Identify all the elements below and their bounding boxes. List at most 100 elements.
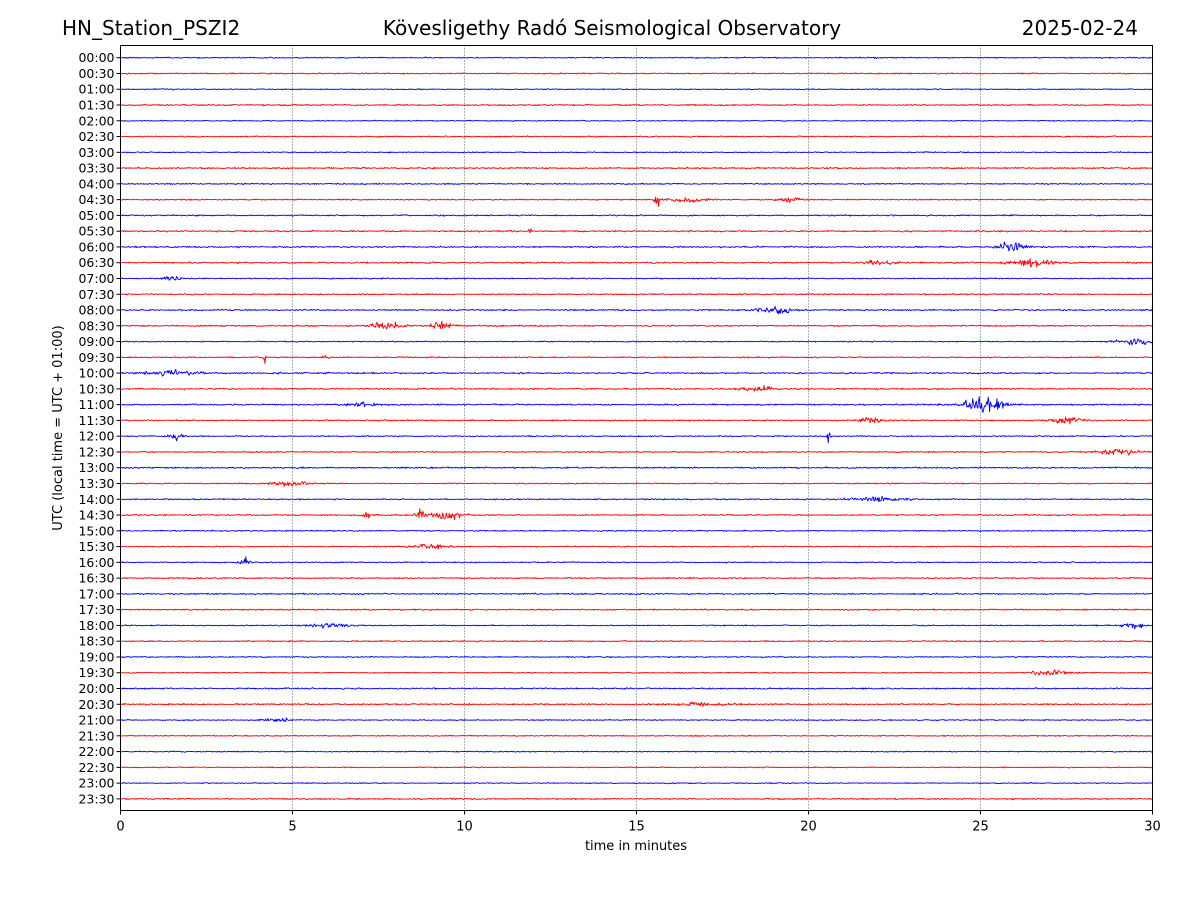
trace-2130 (120, 734, 1153, 738)
y-tick-label: 15:30 (78, 539, 114, 554)
trace-1430 (120, 508, 1153, 521)
x-tick-label: 0 (116, 820, 124, 835)
y-tick-label: 13:00 (78, 460, 114, 475)
y-tick-label: 19:30 (78, 665, 114, 680)
y-tick-label: 15:00 (78, 523, 114, 538)
trace-0530 (120, 228, 1153, 233)
y-tick-label: 13:30 (78, 476, 114, 491)
x-tick-label: 5 (288, 820, 296, 835)
y-tick-label: 05:30 (78, 224, 114, 239)
trace-1100 (120, 396, 1153, 413)
y-tick-label: 18:00 (78, 618, 114, 633)
trace-0200 (120, 119, 1153, 122)
trace-1700 (120, 592, 1153, 596)
trace-2330 (120, 797, 1153, 801)
trace-0600 (120, 241, 1153, 252)
trace-1300 (120, 466, 1153, 470)
trace-2000 (120, 687, 1153, 690)
trace-2300 (120, 782, 1153, 785)
trace-0930 (120, 355, 1153, 365)
y-axis-label: UTC (local time = UTC + 01:00) (51, 325, 66, 530)
trace-0100 (120, 88, 1153, 91)
x-tick-label: 25 (972, 820, 989, 835)
station-name: HN_Station_PSZI2 (62, 16, 241, 40)
y-tick-label: 08:30 (78, 318, 114, 333)
trace-0300 (120, 151, 1153, 154)
trace-2100 (120, 717, 1153, 723)
y-tick-label: 12:30 (78, 444, 114, 459)
y-tick-label: 01:30 (78, 98, 114, 113)
y-tick-label: 06:00 (78, 239, 114, 254)
x-tick-label: 30 (1144, 820, 1161, 835)
trace-0430 (120, 196, 1153, 207)
trace-0500 (120, 214, 1153, 217)
y-tick-label: 00:00 (78, 50, 114, 65)
y-tick-label: 10:00 (78, 366, 114, 381)
y-tick-label: 14:00 (78, 492, 114, 507)
trace-1000 (120, 368, 1153, 377)
trace-0330 (120, 166, 1153, 170)
y-tick-label: 16:00 (78, 555, 114, 570)
y-tick-label: 23:30 (78, 791, 114, 806)
trace-0800 (120, 306, 1153, 315)
x-tick-label: 10 (456, 820, 473, 835)
trace-1800 (120, 623, 1153, 630)
trace-1500 (120, 529, 1153, 533)
y-tick-label: 03:00 (78, 145, 114, 160)
trace-1330 (120, 481, 1153, 487)
y-tick-label: 17:00 (78, 586, 114, 601)
y-tick-label: 02:00 (78, 113, 114, 128)
trace-1900 (120, 655, 1153, 659)
trace-1230 (120, 448, 1153, 456)
y-tick-label: 00:30 (78, 66, 114, 81)
y-tick-label: 07:00 (78, 271, 114, 286)
y-tick-label: 11:30 (78, 413, 114, 428)
x-axis-label: time in minutes (585, 839, 687, 854)
trace-0230 (120, 135, 1153, 138)
trace-0630 (120, 258, 1153, 268)
x-tick-label: 20 (800, 820, 817, 835)
trace-1130 (120, 416, 1153, 425)
trace-0700 (120, 276, 1153, 281)
trace-1630 (120, 576, 1153, 580)
y-tick-label: 04:00 (78, 176, 114, 191)
y-tick-label: 01:00 (78, 82, 114, 97)
trace-1730 (120, 608, 1153, 611)
y-tick-label: 20:30 (78, 697, 114, 712)
trace-0900 (120, 338, 1153, 346)
y-tick-label: 04:30 (78, 192, 114, 207)
y-tick-label: 06:30 (78, 255, 114, 270)
trace-1030 (120, 384, 1153, 392)
trace-0730 (120, 292, 1153, 296)
y-tick-label: 19:00 (78, 649, 114, 664)
y-tick-label: 17:30 (78, 602, 114, 617)
y-tick-label: 09:30 (78, 350, 114, 365)
chart-date: 2025-02-24 (1021, 16, 1138, 40)
y-tick-label: 21:00 (78, 713, 114, 728)
y-tick-label: 07:30 (78, 287, 114, 302)
y-tick-label: 22:00 (78, 744, 114, 759)
trace-0030 (120, 72, 1153, 75)
y-tick-label: 18:30 (78, 634, 114, 649)
x-tick-label: 15 (628, 820, 645, 835)
y-tick-label: 02:30 (78, 129, 114, 144)
y-tick-label: 20:00 (78, 681, 114, 696)
chart-title: Kövesligethy Radó Seismological Observat… (382, 16, 842, 40)
trace-0000 (120, 56, 1153, 59)
trace-1600 (120, 556, 1153, 565)
trace-1830 (120, 639, 1153, 643)
y-tick-label: 05:00 (78, 208, 114, 223)
trace-1400 (120, 495, 1153, 502)
trace-2030 (120, 701, 1153, 707)
y-tick-label: 09:00 (78, 334, 114, 349)
trace-0830 (120, 320, 1153, 330)
y-tick-label: 21:30 (78, 728, 114, 743)
trace-2230 (120, 766, 1153, 769)
y-tick-label: 11:00 (78, 397, 114, 412)
y-tick-label: 23:00 (78, 776, 114, 791)
y-tick-label: 16:30 (78, 571, 114, 586)
trace-0130 (120, 103, 1153, 107)
y-tick-label: 03:30 (78, 161, 114, 176)
y-tick-label: 10:30 (78, 381, 114, 396)
